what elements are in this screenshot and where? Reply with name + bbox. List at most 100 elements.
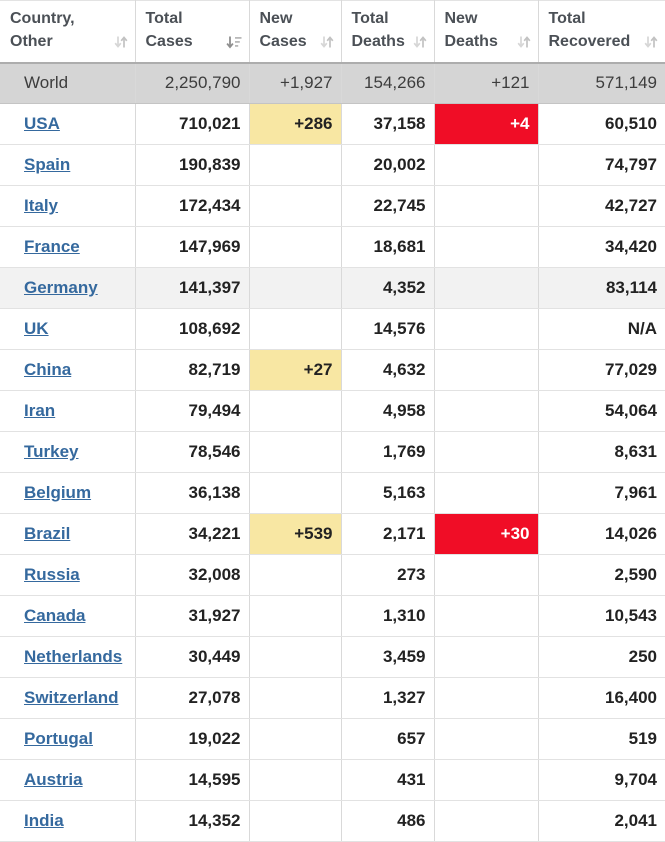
new-cases-cell [249, 718, 342, 760]
new-deaths-cell: +30 [434, 513, 539, 555]
total-recovered-cell: 10,543 [538, 595, 665, 637]
header-label: New [259, 10, 293, 28]
country-link[interactable]: Belgium [24, 483, 92, 502]
country-link[interactable]: Iran [24, 401, 56, 420]
world-total-deaths: 154,266 [341, 62, 435, 104]
total-cases-cell: 78,546 [135, 431, 250, 473]
column-header-new-deaths[interactable]: New Deaths [434, 0, 539, 64]
new-deaths-cell [434, 185, 539, 227]
new-cases-cell [249, 595, 342, 637]
country-link[interactable]: Canada [24, 606, 86, 625]
table-row: Switzerland 27,078 1,327 16,400 [0, 677, 665, 719]
column-header-total-recovered[interactable]: Total Recovered [538, 0, 665, 64]
table-row: Germany 141,397 4,352 83,114 [0, 267, 665, 309]
new-deaths-cell [434, 718, 539, 760]
total-recovered-cell: 16,400 [538, 677, 665, 719]
new-deaths-cell: +4 [434, 103, 539, 145]
total-cases-cell: 36,138 [135, 472, 250, 514]
country-cell: Austria [0, 759, 136, 801]
country-link[interactable]: Switzerland [24, 688, 119, 707]
total-deaths-cell: 273 [341, 554, 435, 596]
country-cell: Switzerland [0, 677, 136, 719]
new-cases-cell [249, 636, 342, 678]
new-cases-cell [249, 800, 342, 842]
new-deaths-cell [434, 308, 539, 350]
table-row: USA 710,021 +286 37,158 +4 60,510 [0, 103, 665, 145]
total-recovered-cell: N/A [538, 308, 665, 350]
table-row: Austria 14,595 431 9,704 [0, 759, 665, 801]
new-cases-cell: +539 [249, 513, 342, 555]
new-deaths-cell [434, 144, 539, 186]
total-cases-cell: 108,692 [135, 308, 250, 350]
total-recovered-cell: 250 [538, 636, 665, 678]
total-cases-cell: 172,434 [135, 185, 250, 227]
new-deaths-cell [434, 267, 539, 309]
total-recovered-cell: 14,026 [538, 513, 665, 555]
world-new-deaths: +121 [434, 62, 539, 104]
column-header-new-cases[interactable]: New Cases [249, 0, 342, 64]
country-link[interactable]: Spain [24, 155, 71, 174]
table-row: Italy 172,434 22,745 42,727 [0, 185, 665, 227]
header-label: Cases [259, 33, 307, 51]
new-deaths-cell [434, 349, 539, 391]
sort-updown-icon [413, 35, 427, 49]
header-label: Recovered [548, 33, 631, 51]
total-deaths-cell: 1,327 [341, 677, 435, 719]
country-link[interactable]: USA [24, 114, 60, 133]
country-link[interactable]: Italy [24, 196, 59, 215]
table-row: Belgium 36,138 5,163 7,961 [0, 472, 665, 514]
total-cases-cell: 32,008 [135, 554, 250, 596]
table-row: Russia 32,008 273 2,590 [0, 554, 665, 596]
country-link[interactable]: Russia [24, 565, 80, 584]
country-link[interactable]: Turkey [24, 442, 79, 461]
new-cases-cell [249, 759, 342, 801]
country-link[interactable]: China [24, 360, 72, 379]
country-link[interactable]: UK [24, 319, 49, 338]
column-header-total-deaths[interactable]: Total Deaths [341, 0, 435, 64]
country-cell: Netherlands [0, 636, 136, 678]
country-link[interactable]: Germany [24, 278, 98, 297]
country-link[interactable]: Portugal [24, 729, 93, 748]
total-cases-cell: 710,021 [135, 103, 250, 145]
total-deaths-cell: 1,769 [341, 431, 435, 473]
country-link[interactable]: France [24, 237, 80, 256]
table-row: Iran 79,494 4,958 54,064 [0, 390, 665, 432]
country-link[interactable]: Austria [24, 770, 83, 789]
column-header-country[interactable]: Country, Other [0, 0, 136, 64]
total-cases-cell: 27,078 [135, 677, 250, 719]
world-total-recovered: 571,149 [538, 62, 665, 104]
new-deaths-cell [434, 226, 539, 268]
total-recovered-cell: 60,510 [538, 103, 665, 145]
header-label: Deaths [351, 33, 405, 51]
sort-updown-icon [517, 35, 531, 49]
total-cases-cell: 141,397 [135, 267, 250, 309]
total-cases-cell: 79,494 [135, 390, 250, 432]
new-deaths-cell [434, 677, 539, 719]
total-cases-cell: 14,352 [135, 800, 250, 842]
new-deaths-cell [434, 759, 539, 801]
column-header-total-cases[interactable]: Total Cases [135, 0, 250, 64]
world-row: World 2,250,790 +1,927 154,266 +121 571,… [0, 62, 665, 104]
new-cases-cell [249, 226, 342, 268]
country-link[interactable]: India [24, 811, 64, 830]
country-link[interactable]: Brazil [24, 524, 71, 543]
table-body: World 2,250,790 +1,927 154,266 +121 571,… [0, 62, 665, 842]
sort-updown-icon [644, 35, 658, 49]
country-cell: Canada [0, 595, 136, 637]
header-label: Total [145, 10, 183, 28]
total-recovered-cell: 2,041 [538, 800, 665, 842]
country-cell: Germany [0, 267, 136, 309]
header-label: Other [10, 33, 53, 51]
country-link[interactable]: Netherlands [24, 647, 123, 666]
country-cell: China [0, 349, 136, 391]
total-cases-cell: 31,927 [135, 595, 250, 637]
country-cell: France [0, 226, 136, 268]
total-deaths-cell: 18,681 [341, 226, 435, 268]
new-cases-cell [249, 144, 342, 186]
total-recovered-cell: 77,029 [538, 349, 665, 391]
total-cases-cell: 14,595 [135, 759, 250, 801]
total-recovered-cell: 2,590 [538, 554, 665, 596]
total-deaths-cell: 431 [341, 759, 435, 801]
country-cell: Belgium [0, 472, 136, 514]
